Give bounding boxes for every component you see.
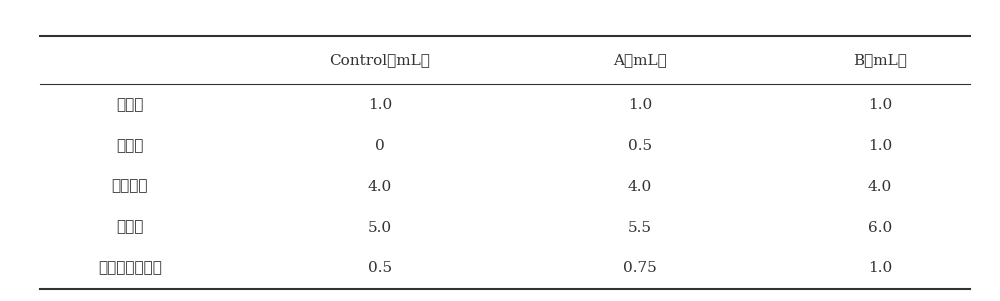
Text: 0.5: 0.5 xyxy=(368,262,392,275)
Text: 5.0: 5.0 xyxy=(368,221,392,234)
Text: 1.0: 1.0 xyxy=(868,139,892,153)
Text: 0: 0 xyxy=(375,139,385,153)
Text: 5.5: 5.5 xyxy=(628,221,652,234)
Text: 优维显: 优维显 xyxy=(116,139,144,153)
Text: 4.0: 4.0 xyxy=(628,180,652,194)
Text: 0.5: 0.5 xyxy=(628,139,652,153)
Text: Control（mL）: Control（mL） xyxy=(330,53,430,67)
Text: 1.0: 1.0 xyxy=(868,98,892,112)
Text: 4.0: 4.0 xyxy=(868,180,892,194)
Text: 总体积: 总体积 xyxy=(116,221,144,234)
Text: 1.0: 1.0 xyxy=(368,98,392,112)
Text: 聚桂醇: 聚桂醇 xyxy=(116,98,144,112)
Text: B（mL）: B（mL） xyxy=(853,53,907,67)
Text: 液体一半的体积: 液体一半的体积 xyxy=(98,262,162,275)
Text: 1.0: 1.0 xyxy=(628,98,652,112)
Text: 6.0: 6.0 xyxy=(868,221,892,234)
Text: 0.75: 0.75 xyxy=(623,262,657,275)
Text: 4.0: 4.0 xyxy=(368,180,392,194)
Text: 无菌空气: 无菌空气 xyxy=(112,180,148,194)
Text: A（mL）: A（mL） xyxy=(613,53,667,67)
Text: 1.0: 1.0 xyxy=(868,262,892,275)
